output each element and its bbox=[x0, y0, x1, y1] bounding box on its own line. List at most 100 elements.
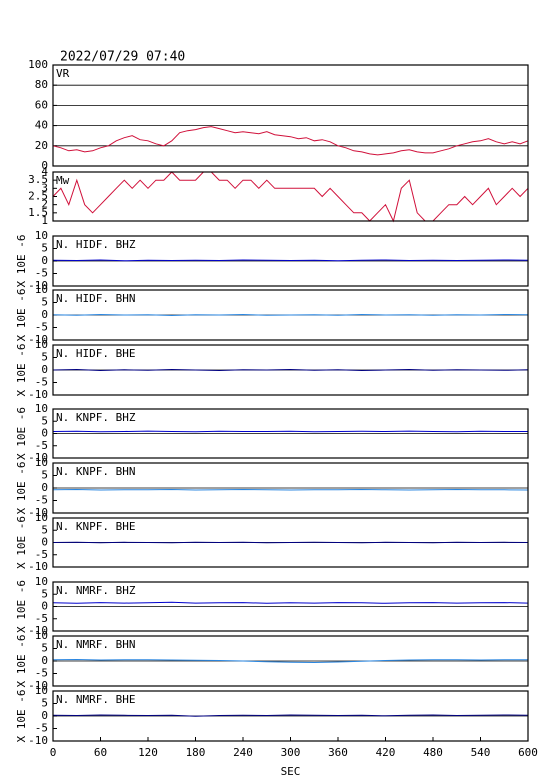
trace bbox=[52, 430, 528, 433]
y-axis-label: X 10E -6 bbox=[15, 580, 28, 633]
panel-label: N. HIDF. BHE bbox=[56, 347, 135, 360]
y-tick-label: -10 bbox=[28, 679, 48, 692]
y-tick-label: -10 bbox=[28, 279, 48, 292]
y-tick-label: -10 bbox=[28, 333, 48, 346]
trace bbox=[52, 601, 529, 604]
y-tick-label: -5 bbox=[35, 494, 48, 507]
panel-frame bbox=[52, 408, 529, 459]
x-tick-label: 360 bbox=[328, 746, 348, 759]
panel-label: N. HIDF. BHN bbox=[56, 292, 135, 305]
x-tick-label: 180 bbox=[186, 746, 206, 759]
trace bbox=[52, 714, 529, 717]
y-tick-label: -5 bbox=[35, 612, 48, 625]
y-tick-label: 5 bbox=[41, 414, 48, 427]
y-tick-label: 3.5 bbox=[28, 173, 48, 186]
y-tick-label: 0 bbox=[41, 709, 48, 722]
y-axis-label: X 10E -6 bbox=[15, 235, 28, 288]
trace bbox=[52, 259, 529, 262]
y-tick-label: 10 bbox=[35, 402, 48, 415]
y-tick-label: 10 bbox=[35, 511, 48, 524]
y-tick-label: 0 bbox=[41, 363, 48, 376]
y-tick-label: 0 bbox=[41, 654, 48, 667]
chart-title: 2022/07/29 07:40 bbox=[60, 50, 185, 65]
y-axis-label: X 10E -6 bbox=[15, 635, 28, 688]
y-tick-label: -10 bbox=[28, 734, 48, 747]
trace bbox=[52, 171, 529, 223]
y-tick-label: 1 bbox=[41, 214, 48, 227]
x-tick-label: 480 bbox=[423, 746, 443, 759]
panel-frame bbox=[52, 462, 529, 514]
y-tick-label: -10 bbox=[28, 451, 48, 464]
y-tick-label: 2 bbox=[41, 198, 48, 211]
x-tick-label: 0 bbox=[50, 746, 57, 759]
trace bbox=[52, 368, 529, 372]
y-tick-label: 5 bbox=[41, 351, 48, 364]
x-tick-label: 60 bbox=[94, 746, 107, 759]
trace bbox=[52, 488, 529, 491]
y-tick-label: 10 bbox=[35, 338, 48, 351]
panel-label: N. KNPF. BHN bbox=[56, 465, 135, 478]
y-tick-label: -5 bbox=[35, 267, 48, 280]
y-tick-label: 1.5 bbox=[28, 206, 48, 219]
panel-label: N. NMRF. BHN bbox=[56, 638, 135, 651]
y-tick-label: -5 bbox=[35, 722, 48, 735]
y-tick-label: -10 bbox=[28, 560, 48, 573]
y-tick-label: 10 bbox=[35, 229, 48, 242]
panel-frame bbox=[52, 517, 529, 568]
y-tick-label: -5 bbox=[35, 321, 48, 334]
x-tick-label: 600 bbox=[518, 746, 538, 759]
y-tick-label: -10 bbox=[28, 388, 48, 401]
y-tick-label: 3 bbox=[41, 181, 48, 194]
y-tick-label: 2.5 bbox=[28, 190, 48, 203]
y-tick-label: -5 bbox=[35, 376, 48, 389]
y-tick-label: 40 bbox=[35, 119, 48, 132]
x-tick-label: 540 bbox=[471, 746, 491, 759]
trace bbox=[52, 126, 529, 156]
panel-frame bbox=[52, 289, 529, 341]
y-tick-label: 0 bbox=[41, 536, 48, 549]
y-tick-label: -5 bbox=[35, 439, 48, 452]
panel-frame bbox=[52, 171, 529, 222]
y-tick-label: 5 bbox=[41, 242, 48, 255]
y-tick-label: 10 bbox=[35, 283, 48, 296]
panel-frame bbox=[52, 344, 529, 396]
y-tick-label: 0 bbox=[41, 308, 48, 321]
y-axis-label: X 10E -6 bbox=[15, 516, 28, 569]
y-axis-label: X 10E -6 bbox=[15, 289, 28, 342]
x-tick-label: 120 bbox=[138, 746, 158, 759]
y-tick-label: 5 bbox=[41, 587, 48, 600]
y-tick-label: 10 bbox=[35, 684, 48, 697]
panel-label: N. NMRF. BHE bbox=[56, 693, 135, 706]
y-tick-label: 0 bbox=[41, 254, 48, 267]
y-tick-label: -5 bbox=[35, 667, 48, 680]
x-tick-label: 240 bbox=[233, 746, 253, 759]
panel-label: N. HIDF. BHZ bbox=[56, 238, 136, 251]
y-tick-label: 80 bbox=[35, 78, 48, 91]
y-tick-label: 10 bbox=[35, 456, 48, 469]
y-axis-label: X 10E -6 bbox=[15, 690, 28, 743]
panel-label: N. NMRF. BHZ bbox=[56, 584, 136, 597]
y-tick-label: 5 bbox=[41, 296, 48, 309]
y-tick-label: 5 bbox=[41, 469, 48, 482]
y-axis-label: X 10E -6 bbox=[15, 462, 28, 515]
y-tick-label: 0 bbox=[41, 600, 48, 613]
y-tick-label: -5 bbox=[35, 548, 48, 561]
y-axis-label: X 10E -6 bbox=[15, 407, 28, 460]
y-tick-label: 0 bbox=[41, 427, 48, 440]
trace bbox=[52, 313, 529, 317]
panel-label: Mw bbox=[56, 174, 70, 187]
y-axis-label: X 10E -6 bbox=[15, 344, 28, 397]
y-tick-label: 10 bbox=[35, 629, 48, 642]
panel-label: N. KNPF. BHE bbox=[56, 520, 135, 533]
y-tick-label: 5 bbox=[41, 523, 48, 536]
y-tick-label: 0 bbox=[41, 481, 48, 494]
panel-frame bbox=[52, 64, 529, 167]
x-tick-label: 300 bbox=[281, 746, 301, 759]
y-tick-label: 5 bbox=[41, 642, 48, 655]
y-tick-label: 20 bbox=[35, 139, 48, 152]
panel-label: N. KNPF. BHZ bbox=[56, 411, 136, 424]
y-tick-label: 5 bbox=[41, 697, 48, 710]
panel-frame bbox=[52, 235, 529, 287]
y-tick-label: 10 bbox=[35, 575, 48, 588]
